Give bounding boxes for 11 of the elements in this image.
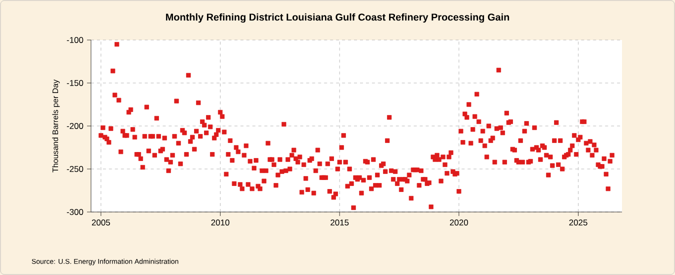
chart-title: Monthly Refining District Louisiana Gulf Coast Refinery Processing Gain (166, 13, 510, 23)
x-tick-label: 2005 (92, 220, 110, 226)
x-tick-label: 2025 (569, 220, 588, 226)
x-tick-label: 2010 (211, 220, 230, 226)
x-tick-label: 2015 (330, 220, 349, 226)
y-tick-label: -100 (66, 37, 84, 43)
x-tick-label: 2020 (450, 220, 468, 226)
y-tick-label: -200 (66, 123, 84, 129)
y-tick-label: -250 (66, 166, 84, 172)
y-tick-label: -300 (66, 209, 84, 215)
y-tick-label: -150 (66, 80, 84, 86)
